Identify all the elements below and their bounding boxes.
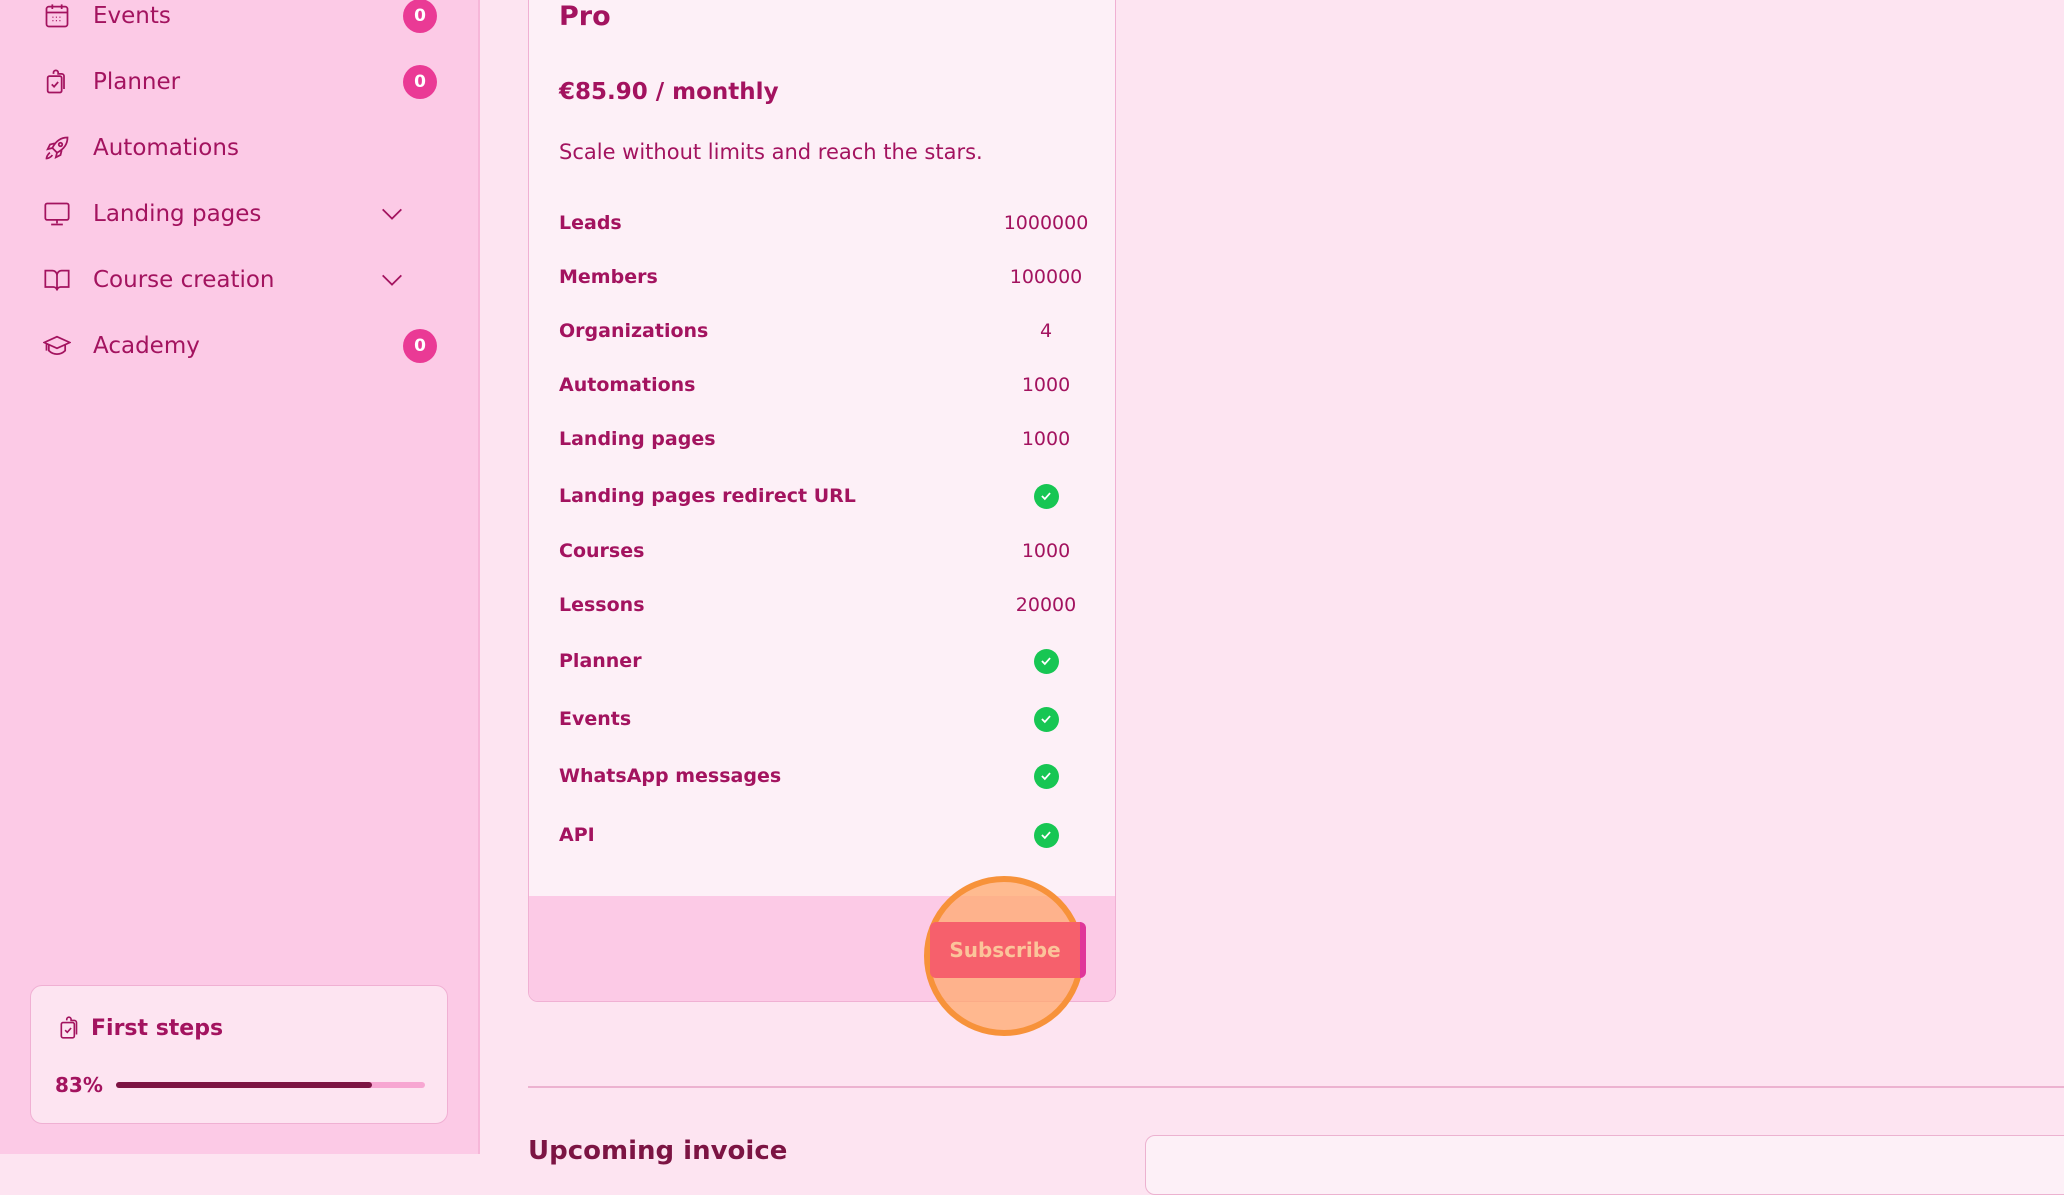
count-badge: 0 [403, 329, 437, 363]
sidebar-item-label: Landing pages [93, 201, 262, 227]
graduation-cap-icon [43, 335, 71, 356]
feature-value: 4 [1039, 320, 1053, 342]
first-steps-card[interactable]: First steps 83% [30, 985, 448, 1124]
feature-row: Landing pages 1000 [559, 424, 1086, 454]
chevron-down-icon[interactable] [378, 200, 406, 228]
sidebar-item-landing-pages[interactable]: Landing pages [40, 189, 440, 239]
sidebar-item-academy[interactable]: Academy 0 [40, 321, 440, 371]
feature-label: Events [559, 708, 632, 730]
feature-row: Courses 1000 [559, 536, 1086, 566]
feature-value: 1000 [1021, 374, 1071, 396]
feature-label: Organizations [559, 320, 709, 342]
sidebar-item-label: Course creation [93, 267, 275, 293]
feature-row: Events [559, 704, 1086, 734]
subscribe-button[interactable]: Subscribe [930, 922, 1086, 978]
sidebar-item-label: Planner [93, 69, 181, 95]
feature-included [1006, 648, 1086, 674]
feature-label: Members [559, 266, 658, 288]
feature-included [1006, 763, 1086, 789]
count-badge: 0 [403, 0, 437, 33]
check-circle-icon [1033, 648, 1059, 674]
feature-row: Landing pages redirect URL [559, 481, 1086, 511]
sidebar-item-course-creation[interactable]: Course creation [40, 255, 440, 305]
feature-value: 1000 [1021, 540, 1071, 562]
feature-label: Landing pages redirect URL [559, 485, 856, 507]
sidebar-item-label: Academy [93, 333, 200, 359]
feature-row: Organizations 4 [559, 316, 1086, 346]
feature-value: 100000 [1009, 266, 1083, 288]
first-steps-title: First steps [91, 1015, 224, 1041]
feature-row: Lessons 20000 [559, 590, 1086, 620]
calendar-icon [45, 4, 69, 28]
upcoming-invoice-title: Upcoming invoice [528, 1136, 788, 1166]
book-open-icon [44, 269, 70, 291]
progress-fill [116, 1082, 373, 1088]
feature-value: 1000 [1021, 428, 1071, 450]
feature-label: WhatsApp messages [559, 765, 782, 787]
feature-label: API [559, 824, 595, 846]
check-circle-icon [1033, 483, 1059, 509]
feature-label: Lessons [559, 594, 645, 616]
feature-label: Planner [559, 650, 642, 672]
check-circle-icon [1033, 706, 1059, 732]
check-circle-icon [1033, 763, 1059, 789]
feature-row: Members 100000 [559, 262, 1086, 292]
check-circle-icon [1033, 822, 1059, 848]
feature-row: Leads 1000000 [559, 208, 1089, 238]
sidebar-item-events[interactable]: Events 0 [40, 0, 440, 41]
rocket-icon [45, 136, 69, 160]
feature-row: WhatsApp messages [559, 761, 1086, 791]
feature-included [1006, 822, 1086, 848]
sidebar-item-automations[interactable]: Automations [40, 123, 440, 173]
clipboard-check-icon [46, 69, 65, 94]
sidebar-item-planner[interactable]: Planner 0 [40, 57, 440, 107]
plan-description: Scale without limits and reach the stars… [559, 140, 983, 164]
invoice-card [1145, 1135, 2064, 1195]
feature-label: Courses [559, 540, 645, 562]
feature-value: 1000000 [1003, 212, 1089, 234]
feature-included [1006, 706, 1086, 732]
sidebar-item-label: Automations [93, 135, 239, 161]
chevron-down-icon[interactable] [378, 266, 406, 294]
feature-row: Planner [559, 646, 1086, 676]
feature-value: 20000 [1015, 594, 1077, 616]
feature-label: Landing pages [559, 428, 716, 450]
count-badge: 0 [403, 65, 437, 99]
feature-row: API [559, 820, 1086, 850]
feature-label: Leads [559, 212, 622, 234]
monitor-icon [44, 202, 70, 226]
clipboard-check-icon [60, 1016, 78, 1039]
sidebar-item-label: Events [93, 3, 171, 29]
divider [528, 1086, 2064, 1088]
feature-label: Automations [559, 374, 696, 396]
progress-bar [116, 1082, 425, 1088]
progress-percent: 83% [55, 1073, 103, 1097]
sidebar: Events 0 Planner 0 Automations Landing p… [0, 0, 480, 1154]
plan-price: €85.90 / monthly [559, 79, 779, 105]
pricing-card-pro: Pro €85.90 / monthly Scale without limit… [528, 0, 1116, 1002]
plan-name: Pro [559, 1, 611, 32]
feature-included [1006, 483, 1086, 509]
feature-row: Automations 1000 [559, 370, 1086, 400]
